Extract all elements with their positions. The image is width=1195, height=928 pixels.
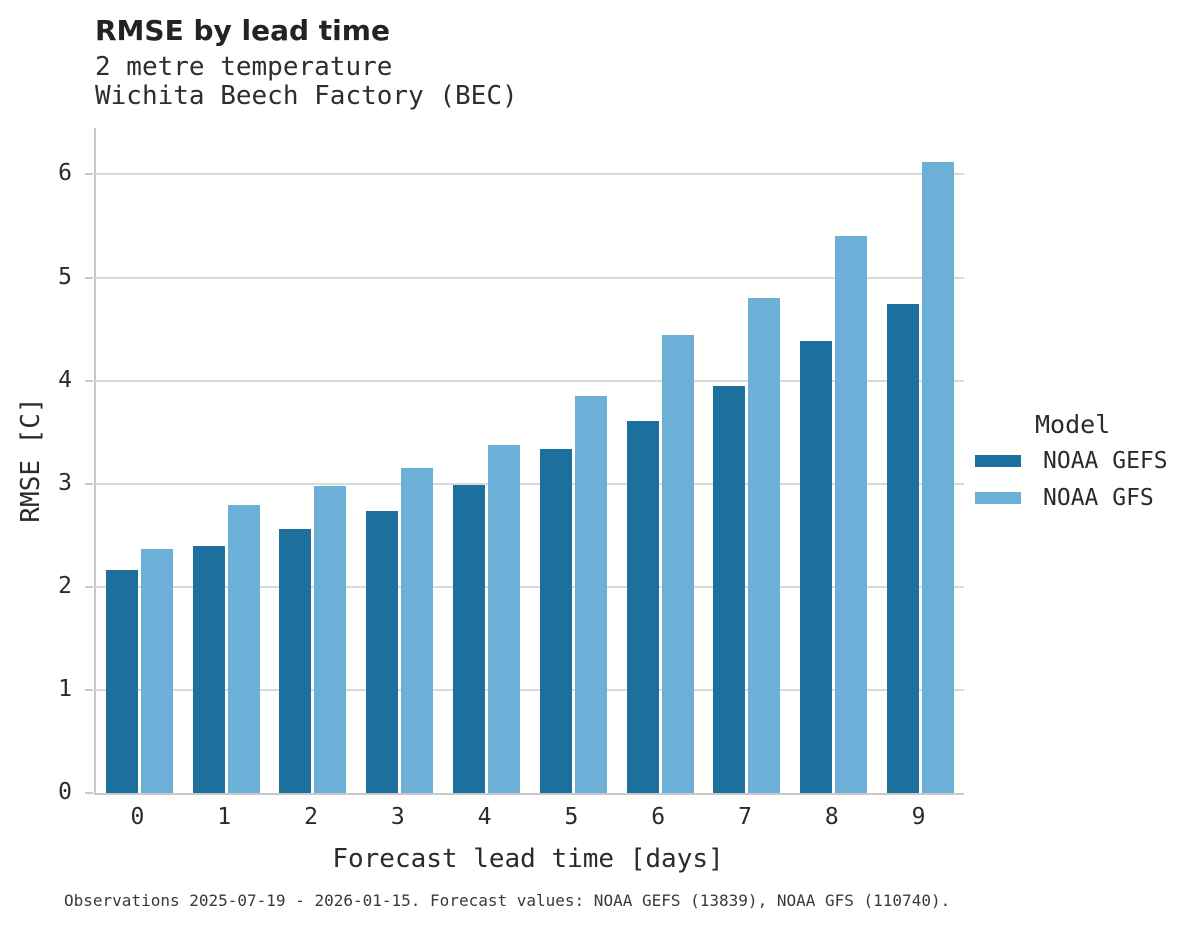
bar-noaa-gefs-lead-7	[713, 385, 746, 793]
y-tick-mark-0	[85, 792, 93, 794]
x-tick-label-9: 9	[911, 804, 926, 830]
bar-noaa-gefs-lead-0	[105, 570, 138, 793]
footer-caption: Observations 2025-07-19 - 2026-01-15. Fo…	[64, 891, 951, 910]
bar-group-lead-1	[183, 128, 270, 793]
bar-noaa-gfs-lead-3	[401, 468, 434, 793]
chart-subtitle-station: Wichita Beech Factory (BEC)	[95, 81, 518, 111]
gridline-y-1	[96, 688, 964, 691]
bar-noaa-gfs-lead-8	[835, 236, 868, 793]
gridline-y-2	[96, 585, 964, 588]
bar-noaa-gefs-lead-6	[626, 420, 659, 793]
bar-noaa-gefs-lead-2	[279, 529, 312, 793]
legend-label-noaa-gefs: NOAA GEFS	[1043, 448, 1168, 474]
y-tick-mark-5	[85, 276, 93, 279]
bar-noaa-gefs-lead-8	[800, 341, 833, 793]
y-tick-label-6: 6	[58, 160, 72, 187]
gridline-y-5	[96, 276, 964, 279]
gridline-y-6	[96, 173, 964, 176]
y-tick-mark-1	[85, 688, 93, 691]
bar-group-lead-2	[270, 128, 357, 793]
bar-group-lead-0	[96, 128, 183, 793]
bar-group-lead-9	[877, 128, 964, 793]
gridline-y-4	[96, 379, 964, 382]
bar-noaa-gfs-lead-1	[227, 505, 260, 793]
plot-area	[94, 128, 964, 795]
legend-swatch-noaa-gfs-icon	[975, 492, 1021, 504]
y-tick-label-4: 4	[58, 366, 72, 393]
y-tick-label-5: 5	[58, 263, 72, 290]
bar-noaa-gefs-lead-5	[539, 448, 572, 793]
x-tick-label-7: 7	[738, 804, 752, 830]
legend-item-noaa-gfs: NOAA GFS	[973, 485, 1188, 511]
bar-noaa-gfs-lead-5	[574, 396, 607, 793]
bar-noaa-gefs-lead-3	[366, 510, 399, 793]
legend-label-noaa-gfs: NOAA GFS	[1043, 485, 1154, 511]
chart-subtitle-variable: 2 metre temperature	[95, 52, 393, 82]
legend-title: Model	[1035, 410, 1111, 439]
x-tick-label-0: 0	[130, 804, 145, 830]
x-tick-label-5: 5	[564, 804, 579, 830]
y-tick-mark-2	[85, 585, 93, 588]
bar-noaa-gefs-lead-1	[192, 545, 225, 793]
bar-noaa-gfs-lead-7	[748, 298, 781, 793]
y-tick-mark-6	[85, 173, 93, 176]
x-axis-tick-labels: 0 1 2 3 4 5 6 7 8 9	[94, 806, 962, 834]
y-tick-label-1: 1	[58, 675, 72, 702]
bar-group-lead-3	[356, 128, 443, 793]
bar-group-lead-8	[790, 128, 877, 793]
chart-title: RMSE by lead time	[95, 14, 390, 47]
x-tick-label-6: 6	[651, 804, 666, 830]
bar-noaa-gfs-lead-6	[661, 335, 694, 793]
bar-group-lead-4	[443, 128, 530, 793]
bar-group-lead-5	[530, 128, 617, 793]
bar-noaa-gfs-lead-2	[314, 485, 347, 793]
y-axis-tick-labels: 0 1 2 3 4 5 6	[0, 128, 72, 804]
bar-group-lead-7	[704, 128, 791, 793]
legend: Model NOAA GEFS NOAA GFS	[973, 410, 1188, 522]
bar-noaa-gfs-lead-9	[922, 162, 955, 793]
y-tick-mark-4	[85, 379, 93, 382]
gridline-y-3	[96, 482, 964, 485]
y-tick-label-2: 2	[58, 572, 72, 599]
bar-noaa-gfs-lead-0	[140, 548, 173, 793]
y-tick-label-3: 3	[58, 469, 72, 496]
y-axis-tick-marks	[85, 128, 93, 794]
x-tick-label-2: 2	[304, 804, 318, 830]
bar-noaa-gefs-lead-4	[453, 484, 486, 793]
bar-noaa-gefs-lead-9	[887, 304, 920, 793]
legend-swatch-noaa-gefs-icon	[975, 455, 1021, 467]
bar-noaa-gfs-lead-4	[488, 444, 521, 793]
x-tick-label-3: 3	[390, 804, 405, 830]
legend-item-noaa-gefs: NOAA GEFS	[973, 448, 1188, 474]
x-axis-title: Forecast lead time [days]	[332, 844, 724, 874]
bar-group-lead-6	[617, 128, 704, 793]
x-tick-label-4: 4	[477, 804, 492, 830]
y-tick-label-0: 0	[58, 779, 72, 805]
y-tick-mark-3	[85, 482, 93, 485]
x-tick-label-1: 1	[217, 804, 232, 830]
x-tick-label-8: 8	[824, 804, 839, 830]
